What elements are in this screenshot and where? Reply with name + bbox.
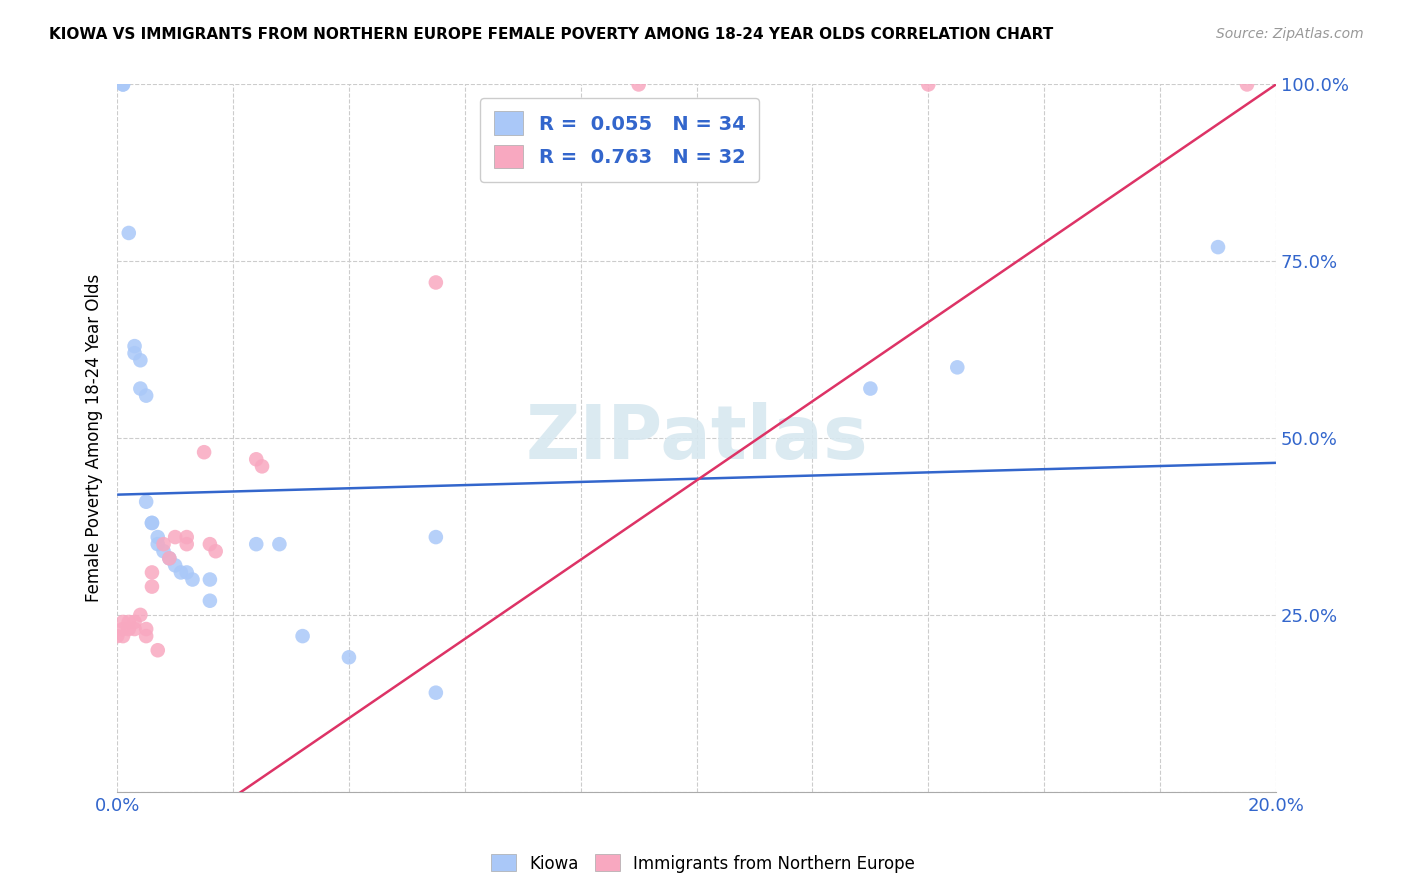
Point: [269, 537, 291, 551]
Point: [157, 551, 180, 566]
Point: [135, 629, 157, 643]
Point: [198, 593, 221, 607]
Point: [176, 566, 198, 580]
Point: [118, 615, 141, 629]
Point: [111, 629, 134, 643]
Point: [141, 516, 163, 530]
Text: ZIPatlas: ZIPatlas: [526, 401, 868, 475]
Point: [124, 622, 146, 636]
Point: [111, 615, 134, 629]
Point: [135, 389, 157, 403]
Point: [337, 650, 360, 665]
Point: [1236, 78, 1258, 92]
Point: [111, 78, 134, 92]
Point: [859, 382, 882, 396]
Point: [245, 452, 267, 467]
Point: [176, 537, 198, 551]
Point: [118, 226, 141, 240]
Point: [291, 629, 314, 643]
Point: [152, 537, 174, 551]
Point: [146, 643, 169, 657]
Point: [152, 544, 174, 558]
Point: [111, 78, 134, 92]
Point: [198, 537, 221, 551]
Point: [165, 558, 187, 573]
Point: [157, 551, 180, 566]
Point: [124, 339, 146, 353]
Point: [135, 494, 157, 508]
Point: [250, 459, 273, 474]
Point: [627, 78, 650, 92]
Text: Source: ZipAtlas.com: Source: ZipAtlas.com: [1216, 27, 1364, 41]
Point: [146, 537, 169, 551]
Point: [141, 580, 163, 594]
Point: [176, 530, 198, 544]
Point: [198, 573, 221, 587]
Point: [141, 516, 163, 530]
Point: [165, 530, 187, 544]
Point: [917, 78, 939, 92]
Legend: Kiowa, Immigrants from Northern Europe: Kiowa, Immigrants from Northern Europe: [484, 847, 922, 880]
Point: [118, 622, 141, 636]
Point: [425, 276, 447, 290]
Point: [170, 566, 193, 580]
Point: [204, 544, 226, 558]
Point: [129, 353, 152, 368]
Y-axis label: Female Poverty Among 18-24 Year Olds: Female Poverty Among 18-24 Year Olds: [86, 274, 103, 602]
Point: [245, 537, 267, 551]
Point: [425, 686, 447, 700]
Text: KIOWA VS IMMIGRANTS FROM NORTHERN EUROPE FEMALE POVERTY AMONG 18-24 YEAR OLDS CO: KIOWA VS IMMIGRANTS FROM NORTHERN EUROPE…: [49, 27, 1053, 42]
Point: [124, 615, 146, 629]
Point: [181, 573, 204, 587]
Point: [129, 382, 152, 396]
Point: [425, 530, 447, 544]
Point: [129, 607, 152, 622]
Point: [946, 360, 969, 375]
Point: [141, 566, 163, 580]
Point: [193, 445, 215, 459]
Point: [1206, 240, 1229, 254]
Point: [124, 346, 146, 360]
Point: [135, 622, 157, 636]
Point: [146, 530, 169, 544]
Point: [105, 629, 128, 643]
Point: [111, 622, 134, 636]
Legend: R =  0.055   N = 34, R =  0.763   N = 32: R = 0.055 N = 34, R = 0.763 N = 32: [481, 98, 759, 182]
